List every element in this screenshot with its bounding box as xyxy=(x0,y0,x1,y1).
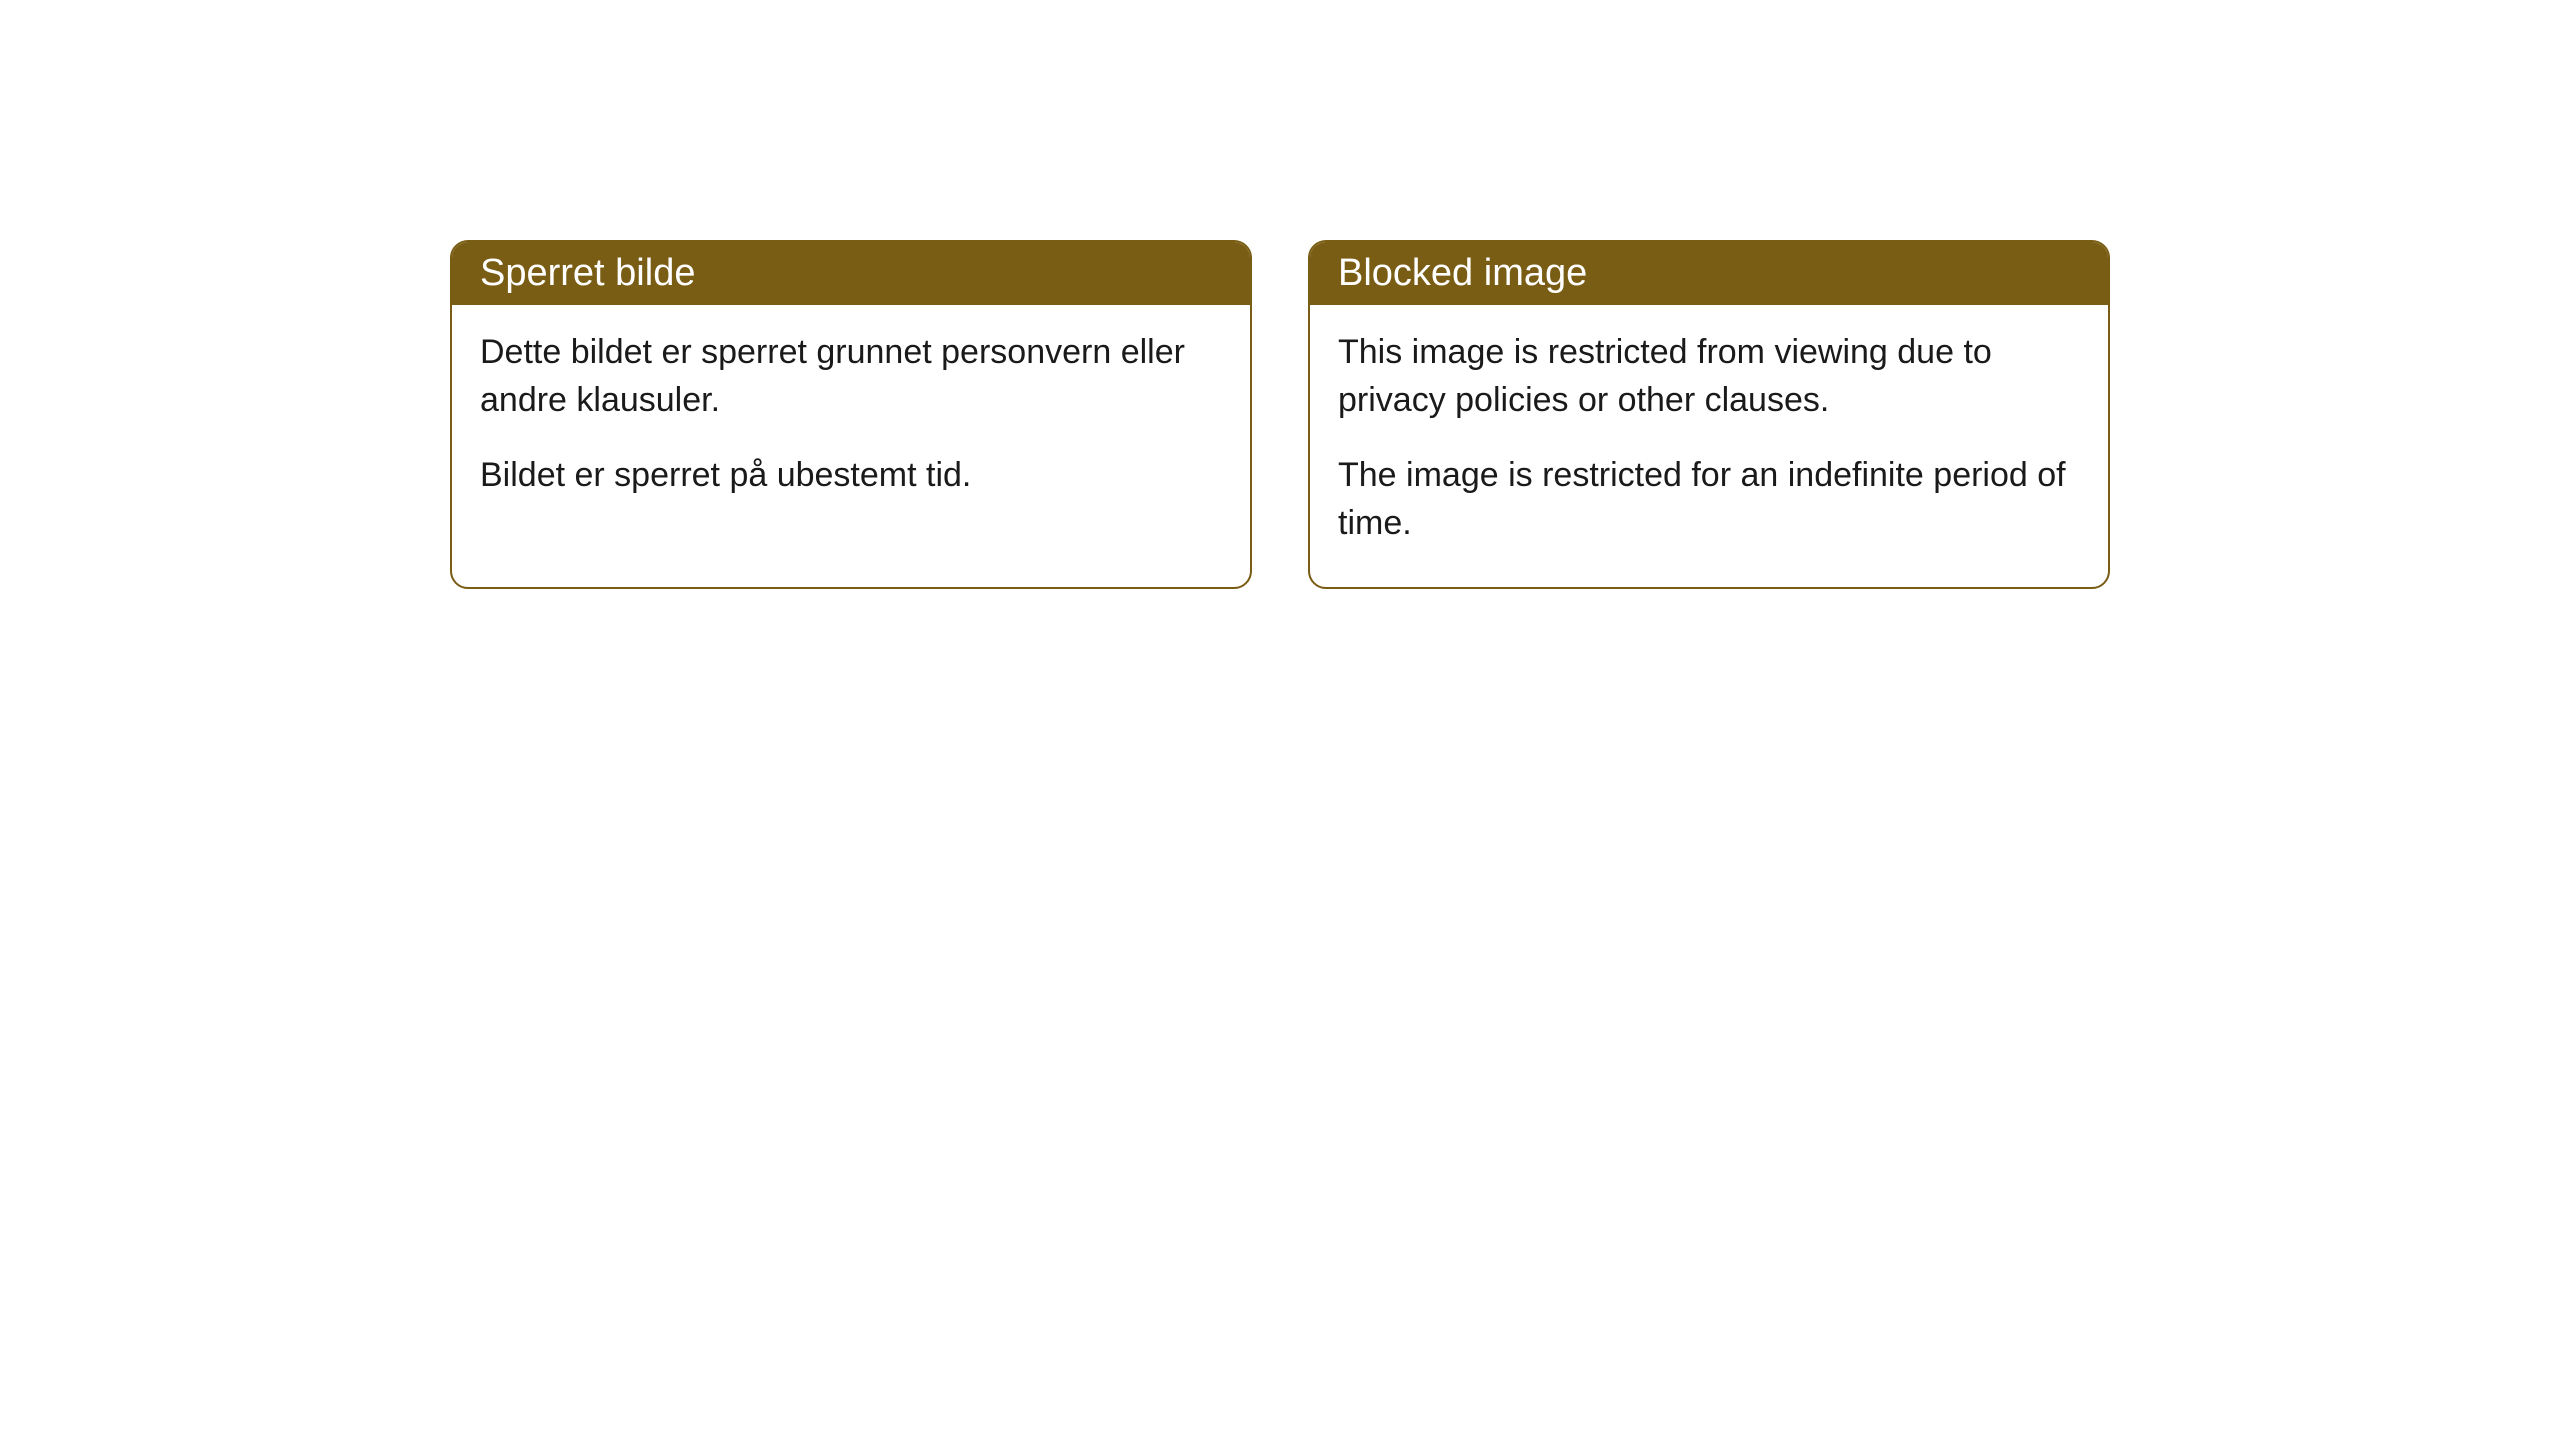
card-paragraph-1-norwegian: Dette bildet er sperret grunnet personve… xyxy=(480,329,1222,424)
card-paragraph-1-english: This image is restricted from viewing du… xyxy=(1338,329,2080,424)
card-paragraph-2-norwegian: Bildet er sperret på ubestemt tid. xyxy=(480,452,1222,500)
card-english: Blocked image This image is restricted f… xyxy=(1308,240,2110,589)
card-body-english: This image is restricted from viewing du… xyxy=(1310,305,2108,587)
notice-cards-container: Sperret bilde Dette bildet er sperret gr… xyxy=(0,240,2560,589)
card-body-norwegian: Dette bildet er sperret grunnet personve… xyxy=(452,305,1250,540)
card-header-english: Blocked image xyxy=(1310,242,2108,305)
card-norwegian: Sperret bilde Dette bildet er sperret gr… xyxy=(450,240,1252,589)
card-header-norwegian: Sperret bilde xyxy=(452,242,1250,305)
card-paragraph-2-english: The image is restricted for an indefinit… xyxy=(1338,452,2080,547)
